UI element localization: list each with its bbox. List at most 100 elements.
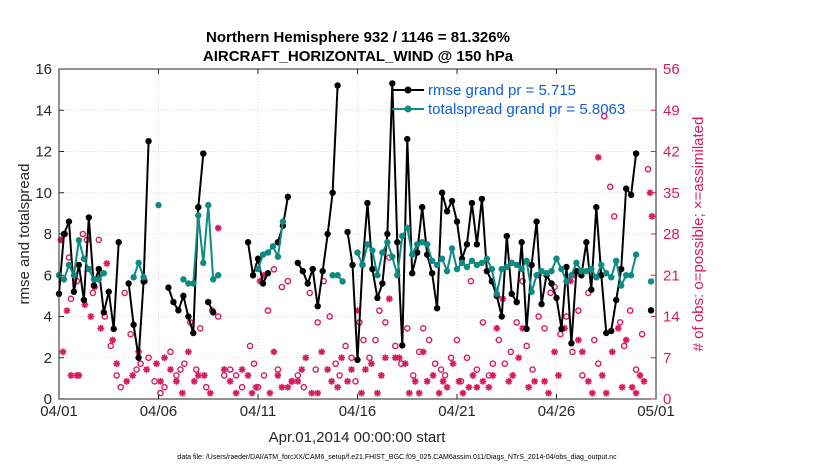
obs-possible-marker — [214, 313, 222, 320]
obs-possible-marker — [489, 360, 497, 367]
obs-possible-marker — [610, 213, 618, 220]
rmse-point — [110, 325, 117, 333]
obs-assimilated-marker — [594, 153, 602, 161]
totalspread-point — [463, 263, 471, 271]
rmse-point — [448, 197, 456, 205]
rmse-point — [264, 269, 272, 277]
obs-assimilated-marker — [443, 383, 451, 391]
rmse-point — [622, 185, 630, 192]
obs-assimilated-marker — [636, 372, 644, 379]
obs-assimilated-marker — [411, 377, 419, 385]
obs-assimilated-marker — [226, 377, 234, 385]
y-tick-label: 4 — [44, 309, 52, 326]
totalspread-point — [254, 265, 262, 273]
obs-assimilated-marker — [555, 372, 562, 379]
totalspread-point — [379, 249, 386, 256]
obs-assimilated-marker — [161, 354, 168, 362]
obs-possible-marker — [626, 307, 634, 314]
obs-assimilated-marker — [200, 372, 208, 379]
totalspread-point — [493, 290, 500, 298]
rmse-point — [553, 294, 560, 302]
totalspread-point — [588, 265, 595, 273]
totalspread-point — [443, 267, 451, 275]
rmse-point — [175, 307, 182, 314]
obs-possible-marker — [535, 313, 542, 320]
obs-assimilated-marker — [385, 295, 393, 303]
obs-assimilated-marker — [614, 324, 622, 332]
rmse-point — [528, 261, 535, 269]
obs-assimilated-marker — [109, 336, 117, 344]
totalspread-point — [95, 276, 103, 283]
obs-possible-marker — [529, 366, 536, 373]
obs-possible-marker — [117, 383, 124, 391]
obs-assimilated-marker — [256, 277, 264, 285]
obs-assimilated-marker — [143, 366, 150, 373]
obs-possible-marker — [332, 360, 339, 367]
totalspread-point — [453, 265, 461, 273]
totalspread-point — [404, 224, 411, 232]
obs-assimilated-marker — [220, 366, 228, 373]
obs-possible-marker — [360, 336, 367, 344]
rmse-point — [389, 80, 396, 87]
totalspread-point — [627, 272, 635, 279]
obs-assimilated-marker — [419, 348, 427, 356]
rmse-point — [349, 261, 356, 269]
totalspread-point — [573, 259, 580, 267]
rmse-point — [65, 218, 73, 225]
totalspread-point — [85, 265, 93, 273]
obs-assimilated-marker — [67, 372, 75, 379]
totalspread-point — [418, 239, 426, 246]
obs-assimilated-marker — [97, 324, 105, 332]
obs-possible-marker — [495, 336, 503, 344]
obs-assimilated-marker — [646, 189, 654, 197]
obs-possible-marker — [113, 372, 121, 379]
totalspread-point — [458, 259, 466, 267]
rmse-point — [135, 354, 142, 361]
rmse-point — [593, 203, 600, 211]
totalspread-point — [369, 247, 376, 254]
rmse-point — [409, 269, 416, 277]
y-tick-label: 0 — [44, 391, 52, 408]
obs-assimilated-marker — [479, 377, 487, 385]
obs-assimilated-marker — [439, 377, 447, 385]
rmse-point — [418, 203, 426, 211]
obs-assimilated-marker — [525, 383, 533, 391]
obs-assimilated-marker — [545, 389, 552, 397]
rmse-point — [399, 342, 406, 349]
obs-assimilated-marker — [314, 389, 322, 397]
obs-possible-marker — [284, 277, 292, 285]
obs-assimilated-marker — [284, 383, 292, 391]
obs-possible-marker — [278, 283, 286, 291]
obs-assimilated-marker — [401, 360, 409, 368]
obs-possible-marker — [479, 319, 487, 326]
obs-possible-marker — [409, 372, 417, 379]
x-axis-label: Apr.01,2014 00:00:00 start — [269, 429, 447, 446]
obs-assimilated-marker — [348, 366, 355, 373]
rmse-point — [453, 218, 461, 225]
y-axis-right-label: # of obs: o=possible; ×=assimilated — [690, 117, 707, 352]
obs-possible-marker — [246, 342, 254, 350]
rmse-point — [75, 261, 83, 269]
totalspread-point — [423, 241, 431, 248]
obs-assimilated-marker — [362, 366, 369, 373]
rmse-point — [627, 191, 635, 199]
totalspread-point — [264, 249, 272, 256]
rmse-point — [468, 199, 476, 207]
totalspread-point — [200, 259, 207, 267]
obs-markers — [57, 112, 656, 397]
obs-possible-marker — [202, 383, 210, 391]
rmse-point — [95, 265, 103, 273]
rmse-point — [90, 282, 98, 289]
obs-assimilated-marker — [260, 271, 268, 279]
obs-possible-marker — [594, 360, 602, 367]
obs-assimilated-marker — [602, 389, 610, 397]
obs-possible-marker — [348, 354, 355, 362]
obs-possible-marker — [463, 354, 471, 362]
totalspread-point — [274, 253, 282, 260]
totalspread-point — [548, 267, 555, 275]
obs-possible-marker — [620, 342, 628, 350]
obs-assimilated-marker — [515, 354, 523, 362]
obs-assimilated-marker — [640, 377, 648, 385]
rmse-point — [533, 218, 540, 225]
obs-possible-marker — [616, 319, 624, 326]
